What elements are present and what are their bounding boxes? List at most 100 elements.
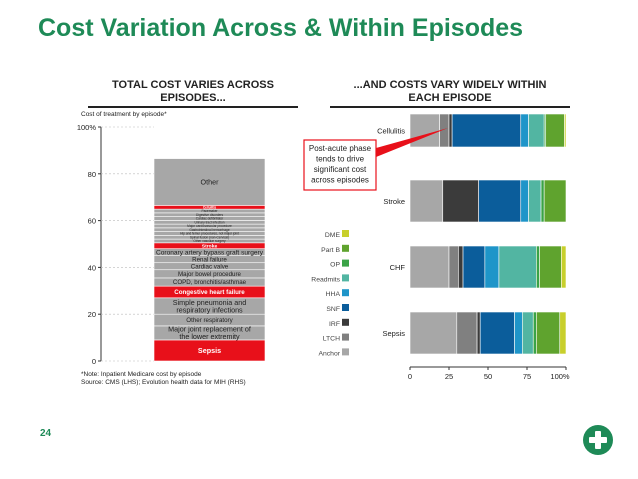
slide-title: Cost Variation Across & Within Episodes xyxy=(38,14,524,42)
legend-swatch-op xyxy=(342,259,349,267)
logo-cross-vertical xyxy=(595,431,601,449)
legend-swatch-ltch xyxy=(342,333,349,341)
left-bar-label: COPD, bronchitis/asthmae xyxy=(173,279,247,286)
brand-cross-logo xyxy=(583,425,613,455)
left-bar-label: the lower extremity xyxy=(179,332,240,341)
left-bar-label: Other xyxy=(201,178,220,187)
right-x-tick-label: 0 xyxy=(408,372,412,381)
callout-arrow xyxy=(376,128,448,157)
left-bar-label: Cellulitis xyxy=(203,205,217,209)
left-bar-label: Sepsis xyxy=(198,346,221,355)
right-x-tick-label: 75 xyxy=(523,372,531,381)
legend-swatch-hha xyxy=(342,289,349,297)
page-number: 24 xyxy=(40,428,52,439)
right-bar-cellulitis-anchor xyxy=(409,113,440,148)
left-bar-label: Major cardiovascular procedure xyxy=(187,224,232,228)
left-bar-label: Urinary tract infection xyxy=(194,220,224,224)
right-bar-stroke-readmits xyxy=(528,179,542,223)
right-bar-cellulitis-dme xyxy=(564,113,567,148)
right-x-tick-label: 50 xyxy=(484,372,492,381)
callout-box xyxy=(303,139,377,191)
right-legend: DME Part B OP Readmits HHA SNF IRF LTCH Anchor xyxy=(311,230,349,357)
right-bar-chf-snf xyxy=(462,245,486,289)
left-y-axis: 0 20 40 60 80 100% xyxy=(77,123,154,366)
right-bar-chf-hha xyxy=(484,245,500,289)
legend-swatch-part-b xyxy=(342,244,349,252)
left-title-rule xyxy=(88,106,298,108)
right-category-label: Sepsis xyxy=(382,329,405,338)
legend-swatch-irf xyxy=(342,318,349,326)
legend-swatch-snf xyxy=(342,304,349,311)
left-bar-label: Major joint replacement of xyxy=(168,325,251,334)
left-y-tick-label: 0 xyxy=(92,357,96,366)
left-y-tick-label: 40 xyxy=(88,263,96,272)
right-panel-title: ...AND COSTS VARY WIDELY WITHIN EACH EPI… xyxy=(330,79,570,105)
left-bar-label: Coronary artery bypass graft surgery xyxy=(156,249,264,256)
left-bar-label: Cardiac defibrillator xyxy=(196,217,224,221)
left-bar-label: Simple pneumonia and xyxy=(173,298,247,307)
right-title-line1: ...AND COSTS VARY WIDELY WITHIN xyxy=(353,79,547,91)
right-bar-sepsis-anchor xyxy=(409,311,458,355)
right-bar-chf-part-b xyxy=(539,245,562,289)
right-bar-sepsis-irf xyxy=(476,311,481,355)
callout-text-line: significant cost xyxy=(314,165,367,174)
right-bar-sepsis-part-b xyxy=(536,311,561,355)
left-y-tick-label: 100% xyxy=(77,123,97,132)
left-bar-label: Renal failure xyxy=(192,256,227,263)
right-bar-chf-ltch xyxy=(448,245,459,289)
right-bar-chf-irf xyxy=(458,245,464,289)
left-bar-segment-other xyxy=(153,158,266,206)
right-bar-stroke-anchor xyxy=(409,179,444,223)
right-bar-chf-readmits xyxy=(498,245,537,289)
left-title-line2: EPISODES... xyxy=(160,92,226,104)
legend-label-part-b: Part B xyxy=(321,247,340,254)
right-title-rule xyxy=(330,106,570,108)
left-bar-label: Gastrointestinal hemorrhage xyxy=(189,228,229,232)
right-bar-sepsis-hha xyxy=(514,311,523,355)
right-category-label: CHF xyxy=(390,263,406,272)
callout: Post-acute phase tends to drivesignifican… xyxy=(303,128,448,191)
legend-swatch-dme xyxy=(342,230,349,237)
legend-label-ltch: LTCH xyxy=(323,336,340,343)
left-y-tick-label: 80 xyxy=(88,170,96,179)
footnote-line1: *Note: Inpatient Medicare cost by episod… xyxy=(81,371,202,378)
left-bar-label: Major bowel procedure xyxy=(178,271,241,278)
legend-label-irf: IRF xyxy=(329,321,340,328)
left-footnote: *Note: Inpatient Medicare cost by episod… xyxy=(81,371,246,387)
right-bar-stroke-part-b xyxy=(543,179,567,223)
left-bar-label: Spinal fusion (non-Cervical) xyxy=(190,235,229,239)
legend-swatch-readmits xyxy=(342,274,349,282)
legend-label-op: OP xyxy=(330,262,340,269)
right-bar-cellulitis-hha xyxy=(520,113,529,148)
footnote-line2: Source: CMS (LHS); Evolution health data… xyxy=(81,379,246,386)
left-bar-label: Hip and femur procedures, not major join… xyxy=(180,232,239,236)
left-panel-title: TOTAL COST VARIES ACROSS EPISODES... xyxy=(88,79,298,105)
right-category-label: Stroke xyxy=(383,197,405,206)
right-bar-cellulitis-snf xyxy=(451,113,522,148)
callout-text-line: tends to drive xyxy=(316,155,365,164)
legend-label-hha: HHA xyxy=(326,291,341,298)
legend-label-anchor: Anchor xyxy=(318,350,340,357)
right-bar-cellulitis-readmits xyxy=(528,113,545,148)
right-x-axis: 0 25 50 75 100% xyxy=(408,366,570,381)
left-bar-label: Stroke xyxy=(202,243,218,249)
right-bar-stroke-irf xyxy=(442,179,479,223)
left-axis-caption: Cost of treatment by episode* xyxy=(81,111,167,118)
right-bar-sepsis-snf xyxy=(479,311,515,355)
left-bar-label: respiratory infections xyxy=(176,305,243,314)
left-bar-label: Cardiac valve xyxy=(191,263,229,270)
right-bar-cellulitis-irf xyxy=(448,113,453,148)
callout-text-line: across episodes xyxy=(311,176,369,185)
left-bar-label: Pacemaker xyxy=(201,209,218,213)
right-x-tick-label: 25 xyxy=(445,372,453,381)
right-bar-chf-anchor xyxy=(409,245,450,289)
left-title-line1: TOTAL COST VARIES ACROSS xyxy=(112,79,274,91)
right-category-label: Cellulitis xyxy=(377,127,405,136)
right-bar-sepsis-ltch xyxy=(456,311,478,355)
legend-swatch-anchor xyxy=(342,348,349,356)
legend-label-readmits: Readmits xyxy=(311,276,340,283)
right-bar-stroke-snf xyxy=(478,179,522,223)
